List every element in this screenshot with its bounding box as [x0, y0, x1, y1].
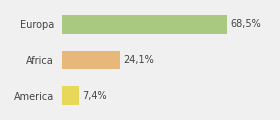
Text: 7,4%: 7,4% — [82, 91, 107, 101]
Text: 24,1%: 24,1% — [123, 55, 153, 65]
Bar — [62, 51, 120, 69]
Bar — [62, 86, 80, 105]
Bar — [62, 15, 227, 34]
Text: 68,5%: 68,5% — [230, 19, 261, 29]
